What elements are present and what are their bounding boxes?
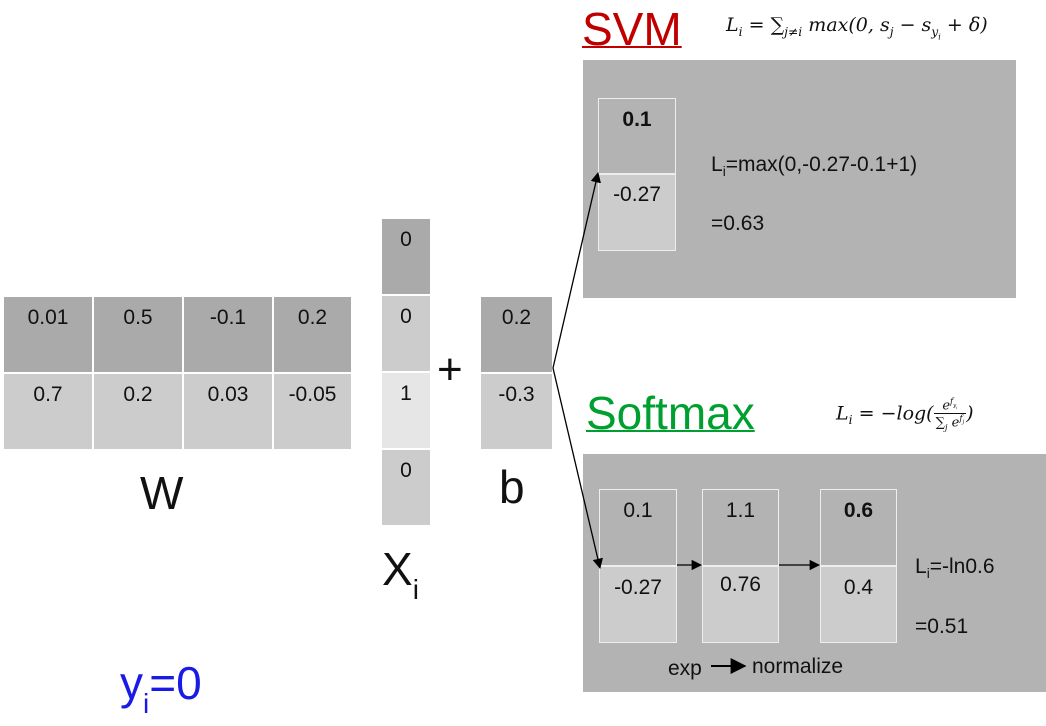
softmax-calc-sub: i — [926, 566, 930, 582]
softmax-formula-fraction: efyi ∑j efj — [933, 396, 967, 432]
exp-step-label: exp — [668, 657, 702, 680]
softmax-score-cell: -0.27 — [599, 566, 677, 643]
true-class-y: y — [120, 657, 143, 709]
w-cell: 0.03 — [183, 373, 273, 450]
w-cell: 0.2 — [93, 373, 183, 450]
softmax-num-e: e — [942, 398, 951, 414]
softmax-formula-close: ) — [966, 402, 974, 425]
softmax-formula-lhs: L — [836, 402, 849, 425]
softmax-norm-cell: 0.6 — [820, 489, 897, 566]
svm-formula-eq: = ∑ — [742, 14, 785, 36]
svm-calc-prefix: L — [711, 153, 723, 176]
svm-title: SVM — [582, 3, 682, 55]
w-cell: 0.5 — [93, 296, 183, 373]
softmax-den-sub: j — [944, 421, 948, 432]
softmax-formula: Li = −log(efyi ∑j efj) — [836, 397, 974, 432]
svm-formula-mid: − s — [893, 14, 932, 36]
softmax-den-sup-sub: j — [962, 419, 965, 426]
svm-formula-tail: + δ) — [940, 14, 988, 36]
w-cell: 0.2 — [273, 296, 352, 373]
softmax-den-e: e — [947, 415, 960, 431]
x-cell: 0 — [381, 218, 431, 295]
true-class-value: =0 — [149, 657, 202, 709]
softmax-num-sup-sub2: i — [956, 405, 958, 410]
w-cell: -0.1 — [183, 296, 273, 373]
softmax-num-sup-sub: y — [953, 402, 957, 409]
weight-matrix-label: W — [140, 467, 184, 519]
svm-score-cell: 0.1 — [598, 98, 676, 174]
input-label-x: X — [382, 543, 413, 595]
svm-calc-sub: i — [722, 164, 726, 180]
w-cell: 0.01 — [3, 296, 93, 373]
softmax-score-cell: 0.1 — [599, 489, 677, 566]
svm-formula-sj: j — [889, 24, 894, 39]
softmax-den-sup: f — [959, 412, 963, 423]
softmax-calculation: Li=-ln0.6 — [915, 556, 995, 581]
normalize-step-label: normalize — [752, 655, 844, 678]
svm-formula-lhs-sub: i — [738, 24, 743, 39]
x-cell: 0 — [381, 449, 431, 526]
svm-calc-expr: =max(0,-0.27-0.1+1) — [725, 153, 918, 176]
svm-score-cell: -0.27 — [598, 174, 676, 251]
softmax-exp-cell: 1.1 — [702, 489, 779, 566]
svm-formula-syi-sub: i — [938, 32, 941, 42]
softmax-num-sup: f — [950, 396, 954, 406]
w-cell: -0.05 — [273, 373, 352, 450]
svm-result: =0.63 — [711, 212, 765, 235]
bias-label: b — [499, 461, 525, 513]
input-label-sub: i — [412, 574, 419, 605]
w-cell: 0.7 — [3, 373, 93, 450]
svm-formula-body: max(0, s — [802, 14, 890, 36]
svm-calculation: Li=max(0,-0.27-0.1+1) — [711, 154, 917, 179]
softmax-result: =0.51 — [915, 615, 969, 638]
plus-sign: + — [437, 345, 463, 394]
softmax-calc-prefix: L — [915, 555, 927, 578]
svm-formula: Li = ∑j≠i max(0, sj − syi + δ) — [726, 14, 988, 41]
softmax-formula-lhs-sub: i — [848, 413, 853, 428]
softmax-exp-cell: 0.76 — [702, 566, 779, 643]
b-cell: 0.2 — [480, 296, 553, 373]
softmax-norm-cell: 0.4 — [820, 566, 897, 643]
svm-formula-lhs: L — [726, 14, 739, 36]
svm-formula-sum-sub: j≠i — [784, 24, 803, 39]
softmax-calc-expr: =-ln0.6 — [929, 555, 995, 578]
svm-formula-syi: y — [931, 24, 939, 39]
softmax-formula-eq: = −log( — [852, 402, 934, 425]
true-class-sub: i — [143, 688, 150, 719]
input-vector-label: Xi — [382, 543, 419, 605]
true-class-label: yi=0 — [120, 657, 202, 719]
x-cell: 1 — [381, 372, 431, 449]
x-cell: 0 — [381, 295, 431, 372]
softmax-title: Softmax — [586, 387, 755, 439]
softmax-den-sum: ∑ — [935, 415, 945, 431]
b-cell: -0.3 — [480, 373, 553, 450]
